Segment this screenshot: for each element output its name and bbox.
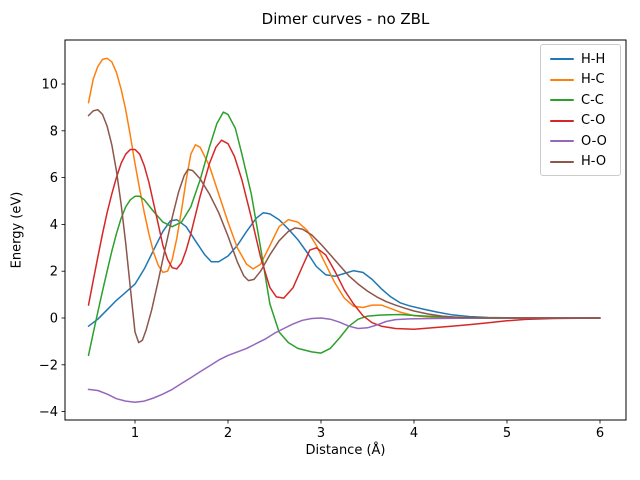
legend-item-H-O: H-O [541, 152, 620, 173]
legend-swatch-O-O [550, 140, 574, 143]
y-tick-label: 0 [50, 312, 58, 327]
chart-title: Dimer curves - no ZBL [261, 10, 430, 28]
y-tick-label: 2 [50, 265, 58, 280]
series-line-C-O [87, 139, 601, 330]
x-tick-label: 4 [410, 426, 418, 441]
x-tick-label: 5 [503, 426, 511, 441]
y-tick-label: −2 [39, 358, 58, 373]
legend-item-H-H: H-H [541, 49, 620, 70]
legend-item-C-C: C-C [541, 90, 620, 111]
y-tick-label: 6 [50, 171, 58, 186]
y-tick-label: 4 [50, 218, 58, 233]
legend-label-H-C: H-C [581, 72, 605, 88]
series-line-H-C [87, 57, 601, 319]
y-tick-label: 10 [41, 78, 58, 93]
legend: H-H H-C C-C C-O O-O H-O [540, 44, 621, 176]
legend-swatch-H-H [550, 58, 574, 61]
legend-swatch-H-C [550, 78, 574, 81]
legend-swatch-C-O [550, 119, 574, 122]
legend-label-H-H: H-H [581, 51, 606, 67]
series-line-H-O [87, 108, 601, 344]
series-line-O-O [87, 317, 601, 403]
x-axis-label: Distance (Å) [305, 443, 386, 458]
x-tick-label: 2 [224, 426, 232, 441]
y-tick-label: −4 [39, 405, 58, 420]
legend-label-C-O: C-O [581, 113, 606, 129]
legend-item-H-C: H-C [541, 70, 620, 91]
legend-label-O-O: O-O [581, 133, 607, 149]
legend-label-H-O: H-O [581, 154, 607, 170]
x-tick-label: 3 [317, 426, 325, 441]
legend-swatch-C-C [550, 99, 574, 102]
axes-frame [64, 39, 627, 421]
series-line-H-H [87, 211, 601, 327]
x-tick-label: 6 [596, 426, 604, 441]
legend-item-O-O: O-O [541, 131, 620, 152]
x-tick-label: 1 [131, 426, 139, 441]
legend-label-C-C: C-C [581, 92, 604, 108]
y-tick-label: 8 [50, 124, 58, 139]
series-line-C-C [87, 111, 601, 357]
legend-swatch-H-O [550, 160, 574, 163]
y-axis-label: Energy (eV) [9, 191, 25, 269]
legend-item-C-O: C-O [541, 111, 620, 132]
